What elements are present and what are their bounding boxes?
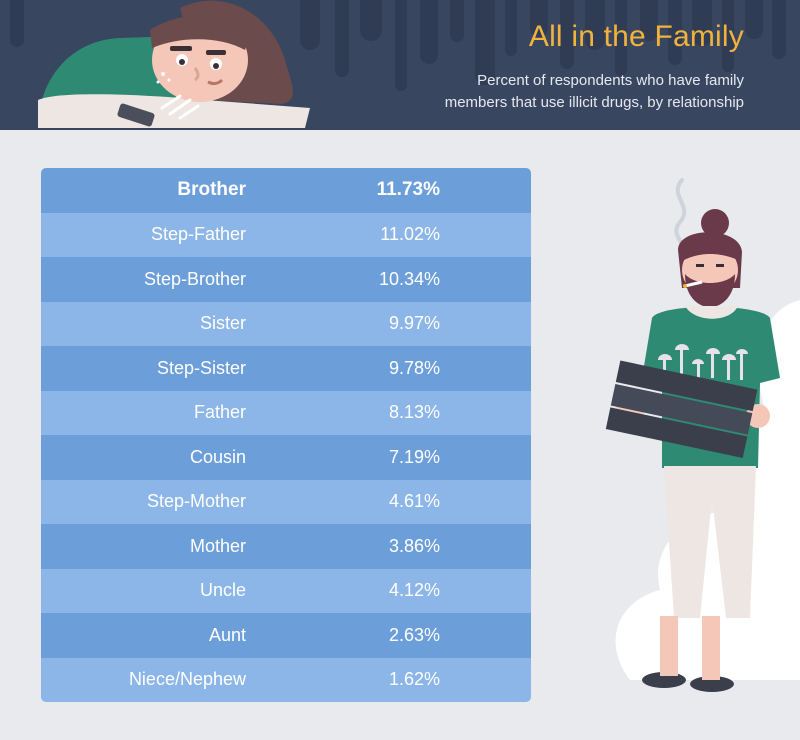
percent-value: 9.78% [388, 357, 440, 378]
table-row: Step-Mother 4.61% [41, 479, 531, 524]
table-row: Step-Brother 10.34% [41, 257, 531, 302]
table-row: Niece/Nephew 1.62% [41, 657, 531, 702]
relationship-table: Brother 11.73% Step-Father 11.02% Step-Broth… [41, 168, 531, 702]
relationship-label: Step-Brother [143, 268, 246, 289]
relationship-label: Step-Father [150, 224, 246, 245]
sleeping-person-icon [38, 0, 310, 128]
table-row: Father 8.13% [41, 390, 531, 435]
table-row: Sister 9.97% [41, 301, 531, 346]
percent-value: 9.97% [388, 313, 440, 334]
percent-value: 3.86% [388, 535, 440, 556]
header-banner: All in the Family Percent of respondents… [0, 0, 800, 130]
relationship-label: Step-Mother [146, 491, 246, 512]
bearded-man-mushroom-crate-icon [605, 178, 780, 692]
relationship-label: Father [193, 402, 246, 423]
page-title: All in the Family [528, 20, 744, 53]
table-row: Uncle 4.12% [41, 568, 531, 613]
percent-value: 7.19% [388, 446, 440, 467]
relationship-label: Step-Sister [156, 357, 246, 378]
cloud-shape [615, 300, 800, 680]
table-row: Mother 3.86% [41, 524, 531, 569]
relationship-label: Niece/Nephew [128, 669, 246, 690]
percent-value: 1.62% [388, 669, 440, 690]
table-row: Cousin 7.19% [41, 435, 531, 480]
percent-value: 8.13% [388, 402, 440, 423]
relationship-label: Uncle [199, 580, 246, 601]
drip-pattern [10, 0, 786, 91]
percent-value: 4.12% [388, 580, 440, 601]
percent-value: 11.73% [376, 179, 440, 201]
percent-value: 10.34% [378, 268, 440, 289]
table-row: Step-Father 11.02% [41, 212, 531, 257]
relationship-label: Brother [177, 179, 246, 201]
relationship-label: Aunt [208, 624, 246, 645]
percent-value: 2.63% [388, 624, 440, 645]
page-subtitle: Percent of respondents who have family m… [444, 72, 744, 111]
percent-value: 4.61% [388, 491, 440, 512]
table-row: Aunt 2.63% [41, 613, 531, 658]
relationship-label: Mother [189, 535, 246, 556]
table-row: Step-Sister 9.78% [41, 346, 531, 391]
percent-value: 11.02% [380, 224, 440, 245]
table-row: Brother 11.73% [41, 168, 531, 213]
relationship-label: Cousin [189, 446, 246, 467]
relationship-label: Sister [199, 313, 246, 334]
